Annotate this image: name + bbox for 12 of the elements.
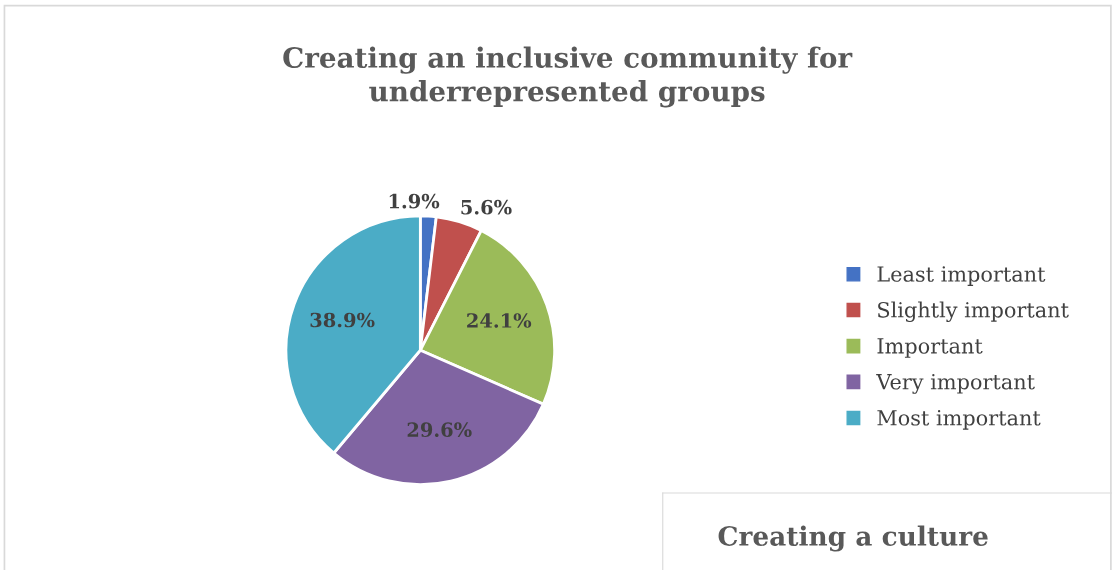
text: Creating a culture [718,525,988,552]
data-label: 24.1% [467,313,532,328]
legend-label: Important [877,338,983,358]
legend-label: Very important [876,373,1035,394]
data-label: 29.6% [407,422,472,437]
data-label: 5.6% [461,199,512,215]
legend-label: Least important [877,266,1046,286]
data-label: 1.9% [389,193,440,209]
legend-label: Slightly important [878,301,1069,322]
chart-title: Creating an inclusive community for underrepresented groups [283,46,853,108]
data-label: 38.9% [310,312,375,328]
legend-label: Most important [877,409,1041,430]
